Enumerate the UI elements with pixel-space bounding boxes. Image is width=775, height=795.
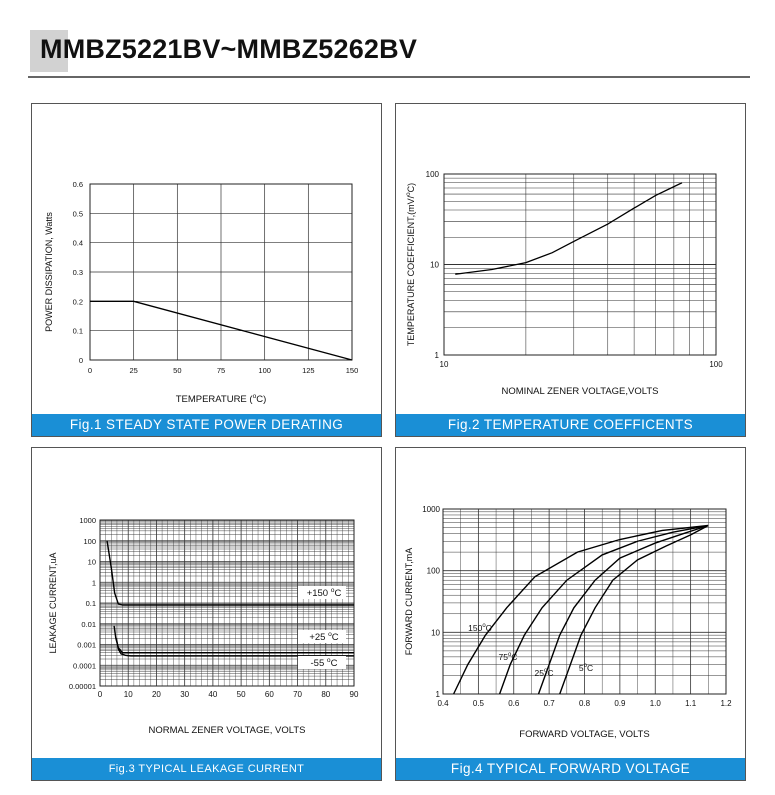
fig3-series-label: +150 oC [307, 587, 342, 599]
fig4-x-tick: 0.8 [579, 699, 591, 708]
fig4-x-tick: 1.0 [650, 699, 662, 708]
fig3-y-tick: 0.0001 [73, 661, 96, 670]
fig2-x-axis-label: NOMINAL ZENER VOLTAGE,VOLTS [502, 386, 659, 397]
fig4-y-tick: 1000 [422, 505, 440, 514]
page-title: MMBZ5221BV~MMBZ5262BV [40, 34, 418, 64]
fig1-x-axis-label: TEMPERATURE (oC) [176, 393, 267, 405]
fig2-panel: 10 100 1 10 100 NOMINAL ZENER VOLTAGE,VOLTS TE… [395, 103, 746, 437]
fig1-x-tick: 100 [258, 366, 271, 375]
fig1-y-tick: 0.4 [73, 239, 83, 248]
fig1-x-tick: 75 [217, 366, 225, 375]
fig4-x-tick: 0.7 [544, 699, 556, 708]
fig4-series-line [498, 524, 709, 695]
fig3-x-tick: 70 [293, 690, 302, 699]
fig4-y-tick: 100 [427, 567, 441, 576]
fig1-y-tick: 0.3 [73, 268, 83, 277]
fig4-series-label: 25oC [535, 668, 554, 678]
fig3-x-tick: 80 [321, 690, 330, 699]
fig3-series-label: +25 oC [309, 631, 338, 643]
fig2-y-tick: 1 [435, 351, 440, 360]
fig2-y-tick: 100 [426, 170, 440, 179]
fig4-x-tick: 1.1 [685, 699, 697, 708]
fig4-x-tick: 0.4 [437, 699, 449, 708]
fig3-series-label: -55 oC [311, 657, 338, 669]
fig1-x-tick: 0 [88, 366, 92, 375]
fig4-caption: Fig.4 TYPICAL FORWARD VOLTAGE [396, 758, 745, 780]
fig2-caption: Fig.2 TEMPERATURE COEFFICENTS [396, 414, 745, 436]
fig1-x-tick: 50 [173, 366, 181, 375]
fig2-y-tick: 10 [430, 261, 439, 270]
fig3-panel: 0 10 20 30 40 50 60 70 80 90 1000 100 10 1 0.1 0.01 0.00… [31, 447, 382, 781]
fig1-y-axis-label: POWER DISSIPATION, Watts [44, 212, 54, 332]
fig3-plot-frame [99, 519, 355, 687]
fig1-panel: 0 25 50 75 100 125 150 0 0.1 0.2 0.3 0.4 0.5 0.6 TEMPE… [31, 103, 382, 437]
fig4-y-tick: 10 [431, 628, 440, 637]
fig4-series-label: 75oC [499, 652, 518, 662]
fig3-series-line [115, 638, 354, 657]
fig3-series-label-bg [298, 656, 346, 669]
fig3-series-label-bg [298, 586, 346, 599]
fig4-x-tick: 0.9 [614, 699, 626, 708]
fig1-y-tick: 0.2 [73, 297, 83, 306]
fig4-series-label: 5oC [579, 663, 593, 673]
fig1-x-tick: 125 [302, 366, 315, 375]
fig1-series-line [90, 300, 353, 361]
fig3-y-tick: 10 [88, 558, 96, 567]
fig3-x-tick: 10 [124, 690, 133, 699]
fig2-plot-frame [443, 173, 717, 356]
fig3-x-tick: 60 [265, 690, 274, 699]
fig3-series-label-bg [298, 630, 346, 643]
fig2-series-line [455, 182, 683, 275]
fig3-x-tick: 30 [180, 690, 189, 699]
fig3-chart: 0 10 20 30 40 50 60 70 80 90 1000 100 10 1 0.1 0.01 0.00… [48, 516, 359, 736]
fig4-x-tick: 0.5 [473, 699, 485, 708]
fig3-x-tick: 90 [350, 690, 359, 699]
fig4-x-tick: 0.6 [508, 699, 520, 708]
fig3-x-tick: 40 [208, 690, 217, 699]
fig4-y-axis-label: FORWARD CURRENT,mA [404, 548, 414, 656]
header-accent-block [30, 30, 68, 72]
fig3-y-axis-label: LEAKAGE CURRENT,uA [48, 552, 58, 653]
fig2-x-tick: 100 [709, 360, 723, 369]
fig1-x-tick: 25 [129, 366, 137, 375]
fig1-y-tick: 0.5 [73, 209, 83, 218]
fig4-series-label: 150oC [468, 623, 492, 633]
fig1-caption: Fig.1 STEADY STATE POWER DERATING [32, 414, 381, 436]
fig2-y-axis-label: TEMPERATURE COEFFICIENT,(mV/oC) [405, 183, 416, 346]
fig4-y-tick: 1 [436, 690, 441, 699]
fig3-y-tick: 0.00001 [69, 682, 96, 691]
fig3-caption: Fig.3 TYPICAL LEAKAGE CURRENT [32, 758, 381, 780]
fig3-series-line [106, 540, 354, 606]
fig4-panel: 0.4 0.5 0.6 0.7 0.8 0.9 1.0 1.1 1.2 1 10 100 1000 150… [395, 447, 746, 781]
fig3-y-tick: 100 [83, 537, 96, 546]
fig3-y-tick: 0.001 [77, 641, 96, 650]
fig2-x-tick: 10 [440, 360, 449, 369]
fig4-x-axis-label: FORWARD VOLTAGE, VOLTS [519, 729, 649, 740]
fig4-x-tick: 1.2 [720, 699, 732, 708]
fig3-y-tick: 0.01 [81, 620, 96, 629]
fig4-series-line [559, 524, 709, 695]
fig4-series-line [537, 524, 709, 695]
fig1-plot-frame [89, 183, 353, 361]
fig4-chart: 0.4 0.5 0.6 0.7 0.8 0.9 1.0 1.1 1.2 1 10 100 1000 150… [404, 505, 732, 740]
fig3-y-tick: 1 [92, 578, 96, 587]
fig1-y-tick: 0 [79, 356, 83, 365]
fig1-chart: 0 25 50 75 100 125 150 0 0.1 0.2 0.3 0.4 0.5 0.6 TEMPE… [44, 180, 359, 405]
fig1-y-tick: 0.1 [73, 327, 83, 336]
header-divider [28, 76, 750, 78]
fig1-x-tick: 150 [346, 366, 359, 375]
fig3-x-tick: 50 [237, 690, 246, 699]
fig4-plot-frame [442, 508, 727, 695]
fig3-x-tick: 0 [98, 690, 103, 699]
fig3-series-line [113, 625, 354, 654]
fig1-y-tick: 0.6 [73, 180, 83, 189]
fig3-y-tick: 1000 [79, 516, 96, 525]
fig3-x-tick: 20 [152, 690, 161, 699]
fig3-y-tick: 0.1 [86, 599, 96, 608]
fig4-series-line [452, 524, 709, 695]
fig3-x-axis-label: NORMAL ZENER VOLTAGE, VOLTS [149, 725, 306, 736]
